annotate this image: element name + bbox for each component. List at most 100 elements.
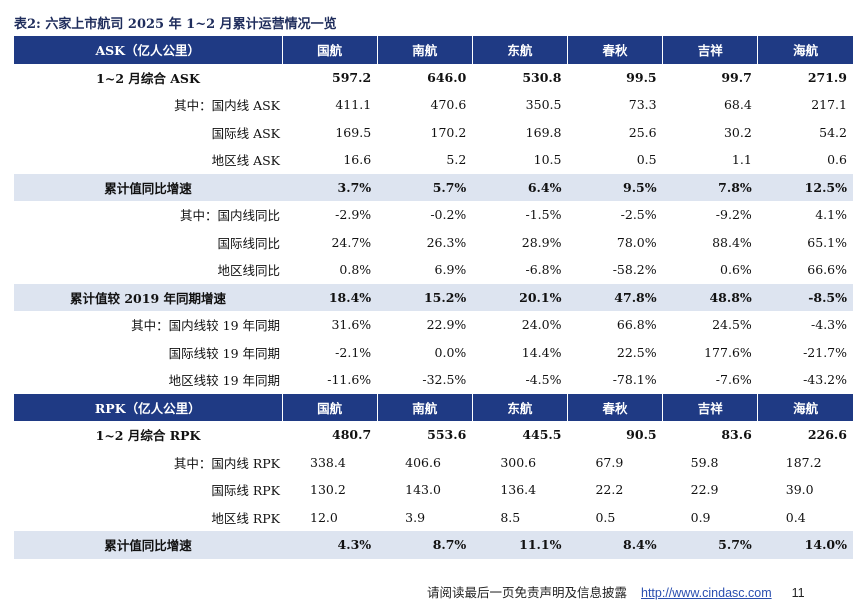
table-cell: 217.1 xyxy=(811,97,847,113)
airline-header: 东航 xyxy=(471,393,568,421)
table-cell: 136.4 xyxy=(500,482,537,498)
table-cell: 99.7 xyxy=(721,69,752,85)
table-cell: 0.6% xyxy=(720,262,752,278)
table-cell: 24.0% xyxy=(521,317,562,333)
table-cell: 20.1% xyxy=(472,283,568,311)
table-cell: 73.3 xyxy=(628,97,657,113)
table-cell: 350.5 xyxy=(525,97,562,113)
table-cell: 22.2 xyxy=(595,482,624,498)
table-cell: 15.2% xyxy=(377,283,473,311)
table-row: 其中：国内线 ASK 411.1 470.6 350.5 73.3 68.4 217.1 xyxy=(14,91,853,119)
table-row: 累计值同比增速 4.3% 8.7% 11.1% 8.4% 5.7% 14.0% xyxy=(14,531,853,559)
table-cell: 0.0% xyxy=(434,344,467,360)
table-cell: -58.2% xyxy=(612,262,657,278)
table-cell: 88.4% xyxy=(712,234,752,250)
table-cell: 14.0% xyxy=(757,531,853,559)
table-cell: 22.5% xyxy=(616,344,657,360)
table-cell: 300.6 xyxy=(500,454,537,470)
table-cell: 169.8 xyxy=(525,124,562,140)
table-cell: 9.5% xyxy=(567,173,663,201)
table-cell: -9.2% xyxy=(715,207,752,223)
row-label: 其中：国内线较 19 年同期 xyxy=(131,318,280,334)
table-cell: 0.5 xyxy=(636,152,657,168)
table-cell: -4.5% xyxy=(525,372,562,388)
row-label: 其中：国内线 RPK xyxy=(173,455,280,471)
table-cell: 90.5 xyxy=(626,427,657,443)
table-row: 其中：国内线较 19 年同期 31.6% 22.9% 24.0% 66.8% 24.5% -… xyxy=(14,311,853,339)
header-row: RPK（亿人公里） 国航 南航 东航 春秋 吉祥 海航 xyxy=(14,393,853,421)
page-footer: 请阅读最后一页免责声明及信息披露 http://www.cindasc.com … xyxy=(427,582,805,601)
table-caption: 六家上市航司 2025 年 1~2 月累计运营情况一览 xyxy=(45,17,337,32)
airline-header: 海航 xyxy=(757,393,853,421)
table-row: 地区线 ASK 16.6 5.2 10.5 0.5 1.1 0.6 xyxy=(14,146,853,174)
airline-header: 南航 xyxy=(376,36,473,64)
table-cell: -32.5% xyxy=(422,372,467,388)
table-cell: 271.9 xyxy=(807,69,847,85)
table-row: 累计值同比增速 3.7% 5.7% 6.4% 9.5% 7.8% 12.5% xyxy=(14,173,853,201)
table-cell: 8.7% xyxy=(377,531,473,559)
metric-header: ASK（亿人公里） xyxy=(14,36,282,64)
table-cell: 6.4% xyxy=(472,173,568,201)
table-row: 国际线 RPK 130.2 143.0 136.4 22.2 22.9 39.0 xyxy=(14,476,853,504)
table-cell: 28.9% xyxy=(521,234,562,250)
table-cell: 10.5 xyxy=(533,152,562,168)
table-cell: 68.4 xyxy=(723,97,752,113)
table-cell: -21.7% xyxy=(803,344,847,360)
table-cell: 169.5 xyxy=(335,124,372,140)
row-label: 地区线 ASK xyxy=(211,153,280,169)
airline-header: 吉祥 xyxy=(662,393,758,421)
table-cell: 445.5 xyxy=(522,427,562,443)
airline-header: 吉祥 xyxy=(662,36,758,64)
table-row: 其中：国内线 RPK 338.4 406.6 300.6 67.9 59.8 187.2 xyxy=(14,449,853,477)
table-row: 1~2 月综合 ASK 597.2 646.0 530.8 99.5 99.7 271.9 xyxy=(14,64,853,92)
table-cell: 187.2 xyxy=(785,454,822,470)
page-number: 11 xyxy=(791,586,805,600)
table-cell: -43.2% xyxy=(803,372,847,388)
table-cell: 5.2 xyxy=(446,152,467,168)
table-cell: 30.2 xyxy=(723,124,752,140)
table-cell: 5.7% xyxy=(377,173,473,201)
table-row: 其中：国内线同比 -2.9% -0.2% -1.5% -2.5% -9.2% 4.1% xyxy=(14,201,853,229)
table-cell: 67.9 xyxy=(595,454,624,470)
table-cell: 553.6 xyxy=(427,427,467,443)
table-number: 表2: xyxy=(14,17,41,32)
table-cell: 480.7 xyxy=(332,427,372,443)
airline-header: 海航 xyxy=(757,36,853,64)
airline-header: 国航 xyxy=(281,36,378,64)
metric-header: RPK（亿人公里） xyxy=(14,393,282,421)
table-cell: 22.9% xyxy=(426,317,467,333)
row-label: 累计值同比增速 xyxy=(14,173,282,201)
table-cell: 47.8% xyxy=(567,283,663,311)
row-label: 地区线同比 xyxy=(217,263,280,279)
table-cell: 59.8 xyxy=(690,454,719,470)
table-row: 地区线同比 0.8% 6.9% -6.8% -58.2% 0.6% 66.6% xyxy=(14,256,853,284)
table-cell: 18.4% xyxy=(282,283,378,311)
table-cell: 0.8% xyxy=(339,262,372,278)
website-link[interactable]: http://www.cindasc.com xyxy=(641,586,772,600)
airline-header: 东航 xyxy=(471,36,568,64)
table-row: 1~2 月综合 RPK 480.7 553.6 445.5 90.5 83.6 226.6 xyxy=(14,421,853,449)
operations-table: ASK（亿人公里） 国航 南航 东航 春秋 吉祥 海航 1~2 月综合 ASK 597.2 646… xyxy=(14,36,853,559)
table-cell: 16.6 xyxy=(343,152,372,168)
table-cell: 11.1% xyxy=(472,531,568,559)
header-row: ASK（亿人公里） 国航 南航 东航 春秋 吉祥 海航 xyxy=(14,36,853,64)
table-cell: -78.1% xyxy=(612,372,657,388)
table-cell: 6.9% xyxy=(434,262,467,278)
table-cell: 39.0 xyxy=(785,482,814,498)
table-cell: -2.5% xyxy=(620,207,657,223)
table-cell: 83.6 xyxy=(721,427,752,443)
table-cell: 4.3% xyxy=(282,531,378,559)
table-cell: 48.8% xyxy=(662,283,758,311)
table-cell: 226.6 xyxy=(807,427,847,443)
row-label: 其中：国内线同比 xyxy=(179,208,280,224)
table-cell: -7.6% xyxy=(715,372,752,388)
table-cell: 78.0% xyxy=(616,234,657,250)
table-cell: 25.6 xyxy=(628,124,657,140)
table-cell: 65.1% xyxy=(807,234,847,250)
disclaimer-text: 请阅读最后一页免责声明及信息披露 xyxy=(427,585,628,600)
table-cell: 646.0 xyxy=(427,69,467,85)
table-cell: -8.5% xyxy=(757,283,853,311)
table-cell: 8.5 xyxy=(500,509,521,525)
table-cell: 0.6 xyxy=(827,152,847,168)
table-cell: -11.6% xyxy=(327,372,372,388)
